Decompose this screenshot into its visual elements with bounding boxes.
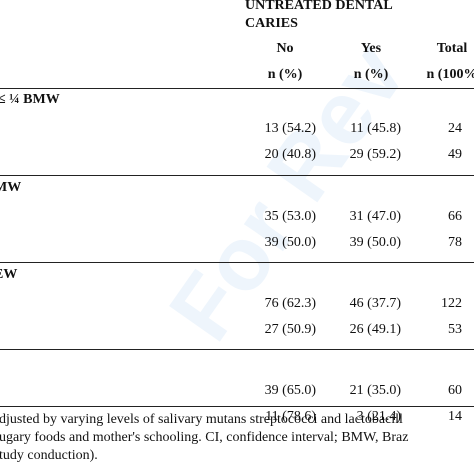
footnote: ugary foods and mother's schooling. CI, … <box>0 430 409 445</box>
group-header: CARIES <box>245 16 298 31</box>
column-header: Total <box>436 41 468 56</box>
cell: 11 (45.8) <box>350 121 401 136</box>
cell: 13 (54.2) <box>264 121 316 136</box>
footnote: djusted by varying levels of salivary mu… <box>0 412 403 427</box>
cell: 29 (59.2) <box>349 147 401 162</box>
rule <box>0 175 474 176</box>
cell: 66 <box>448 209 462 224</box>
cell: 46 (37.7) <box>349 296 401 311</box>
column-unit: n (%) <box>267 67 303 82</box>
group-label: MW <box>0 180 22 195</box>
rule <box>0 406 474 407</box>
column-unit: n (100% <box>426 67 474 82</box>
cell: 39 (50.0) <box>264 235 316 250</box>
cell: 35 (53.0) <box>264 209 316 224</box>
cell: 20 (40.8) <box>264 147 316 162</box>
cell: 14 <box>448 409 462 424</box>
cell: 39 (65.0) <box>264 383 316 398</box>
group-label: EW <box>0 267 18 282</box>
cell: 3 (21.4) <box>356 409 401 424</box>
cell: 39 (50.0) <box>349 235 401 250</box>
cell: 53 <box>448 322 462 337</box>
cell: 60 <box>448 383 462 398</box>
cell: 78 <box>448 235 462 250</box>
group-header: UNTREATED DENTAL <box>245 0 393 13</box>
rule <box>0 262 474 263</box>
column-header: Yes <box>360 41 382 56</box>
cell: 76 (62.3) <box>264 296 316 311</box>
cell: 26 (49.1) <box>349 322 401 337</box>
footnote: tudy conduction). <box>0 448 98 463</box>
cell: 49 <box>448 147 462 162</box>
cell: 27 (50.9) <box>264 322 316 337</box>
cell: 21 (35.0) <box>349 383 401 398</box>
cell: 24 <box>448 121 462 136</box>
rule <box>0 349 474 350</box>
group-label: ≤ ¼ BMW <box>0 92 60 107</box>
rule <box>0 88 474 89</box>
cell: 31 (47.0) <box>349 209 401 224</box>
cell: 122 <box>441 296 462 311</box>
column-header: No <box>276 41 294 56</box>
column-unit: n (%) <box>353 67 389 82</box>
cell: 11 (78.6) <box>265 409 316 424</box>
